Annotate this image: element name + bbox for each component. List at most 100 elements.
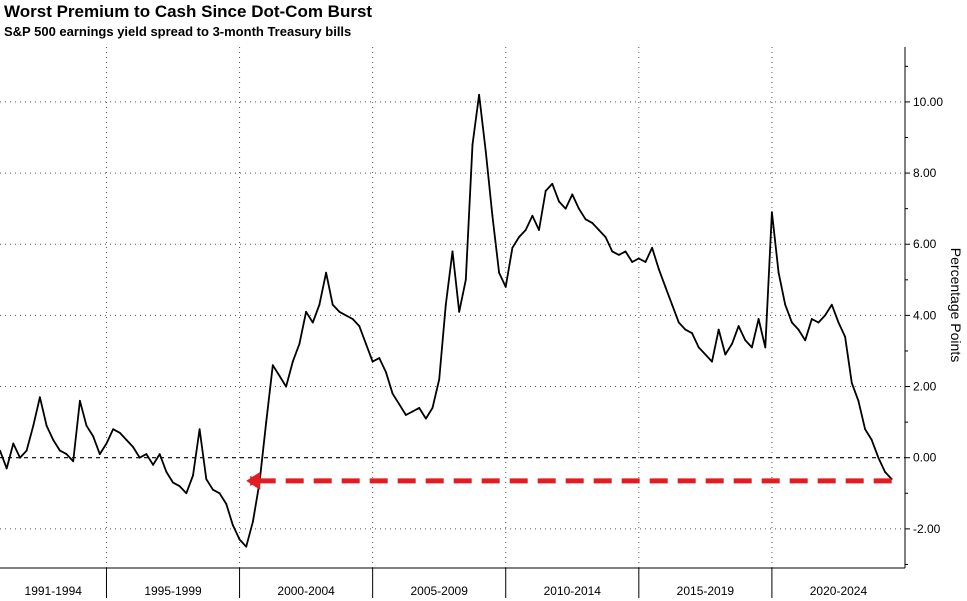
- series-line: [0, 93, 893, 548]
- data-point: [12, 442, 15, 445]
- data-point: [418, 406, 421, 409]
- data-point: [484, 150, 487, 153]
- data-point: [431, 406, 434, 409]
- data-point: [458, 310, 461, 313]
- data-point: [278, 374, 281, 377]
- data-point: [0, 449, 1, 452]
- data-point: [498, 271, 500, 274]
- data-point: [378, 357, 381, 359]
- data-point: [711, 360, 713, 363]
- data-point: [478, 93, 481, 96]
- data-point: [790, 321, 793, 324]
- data-point: [731, 342, 733, 345]
- data-point: [218, 492, 221, 495]
- data-point: [178, 485, 181, 488]
- data-point: [365, 342, 367, 345]
- data-point: [697, 346, 700, 349]
- data-point: [331, 303, 334, 306]
- x-category-label: 1991-1994: [25, 584, 83, 598]
- data-point: [32, 424, 35, 427]
- data-point: [238, 538, 241, 541]
- data-point: [424, 417, 427, 420]
- data-point: [511, 246, 514, 249]
- y-tick-label: 0.00: [913, 451, 937, 465]
- data-point: [444, 303, 447, 306]
- data-point: [25, 449, 28, 452]
- data-point: [830, 303, 833, 306]
- data-point: [58, 449, 61, 452]
- data-point: [544, 189, 547, 192]
- data-point: [837, 321, 840, 324]
- data-point: [45, 424, 48, 427]
- data-point: [631, 261, 634, 263]
- data-point: [558, 200, 560, 203]
- data-point: [751, 346, 753, 349]
- data-point: [105, 442, 108, 445]
- data-point: [524, 229, 527, 231]
- data-point: [19, 456, 21, 459]
- data-point: [691, 332, 693, 335]
- data-point: [251, 520, 254, 523]
- data-point: [671, 303, 673, 306]
- data-point: [305, 310, 308, 313]
- data-point: [850, 382, 853, 384]
- y-tick-label: 6.00: [913, 237, 937, 251]
- data-point: [571, 193, 574, 196]
- data-point: [185, 492, 188, 495]
- data-point: [172, 481, 174, 484]
- x-category-label: 2020-2024: [810, 584, 868, 598]
- data-point: [531, 214, 534, 217]
- data-point: [877, 456, 880, 459]
- data-point: [271, 364, 274, 367]
- data-point: [824, 314, 827, 317]
- data-point: [65, 453, 68, 456]
- data-point: [737, 325, 740, 327]
- data-point: [604, 236, 607, 239]
- y-tick-label: 2.00: [913, 380, 937, 394]
- data-point: [165, 471, 168, 473]
- data-point: [351, 318, 354, 320]
- data-point: [232, 524, 234, 527]
- data-point: [98, 453, 101, 456]
- data-point: [578, 207, 580, 210]
- x-category-label: 2010-2014: [544, 584, 602, 598]
- data-point: [298, 342, 301, 345]
- data-point: [212, 488, 214, 491]
- data-point: [358, 325, 361, 327]
- data-point: [684, 328, 687, 331]
- data-point: [597, 229, 600, 231]
- data-point: [371, 360, 374, 363]
- data-point: [311, 321, 314, 324]
- x-category-label: 1995-1999: [144, 584, 202, 598]
- series-layer: [0, 93, 893, 548]
- data-point: [85, 424, 88, 427]
- data-point: [777, 271, 780, 274]
- data-point: [118, 431, 121, 434]
- chart-subtitle: S&P 500 earnings yield spread to 3-month…: [4, 24, 352, 39]
- data-point: [611, 250, 614, 253]
- x-category-label: 2015-2019: [677, 584, 735, 598]
- data-point: [797, 328, 800, 331]
- data-point: [78, 399, 81, 402]
- y-tick-label: 4.00: [913, 308, 937, 322]
- data-point: [132, 446, 134, 448]
- data-point: [158, 453, 161, 456]
- data-point: [817, 321, 820, 324]
- y-tick-label: -2.00: [913, 522, 941, 536]
- y-tick-label: 10.00: [913, 95, 943, 109]
- data-point: [864, 428, 866, 431]
- data-point: [784, 303, 787, 306]
- data-point: [757, 318, 760, 320]
- y-tick-label: 8.00: [913, 166, 937, 180]
- data-point: [391, 392, 394, 395]
- axes: [0, 47, 910, 598]
- annotation-layer: [246, 471, 892, 490]
- data-point: [152, 463, 154, 466]
- data-point: [810, 318, 813, 320]
- data-point: [844, 335, 847, 338]
- data-point: [265, 421, 268, 424]
- chart-title: Worst Premium to Cash Since Dot-Com Burs…: [4, 2, 373, 21]
- data-point: [564, 207, 567, 210]
- data-point: [677, 321, 680, 324]
